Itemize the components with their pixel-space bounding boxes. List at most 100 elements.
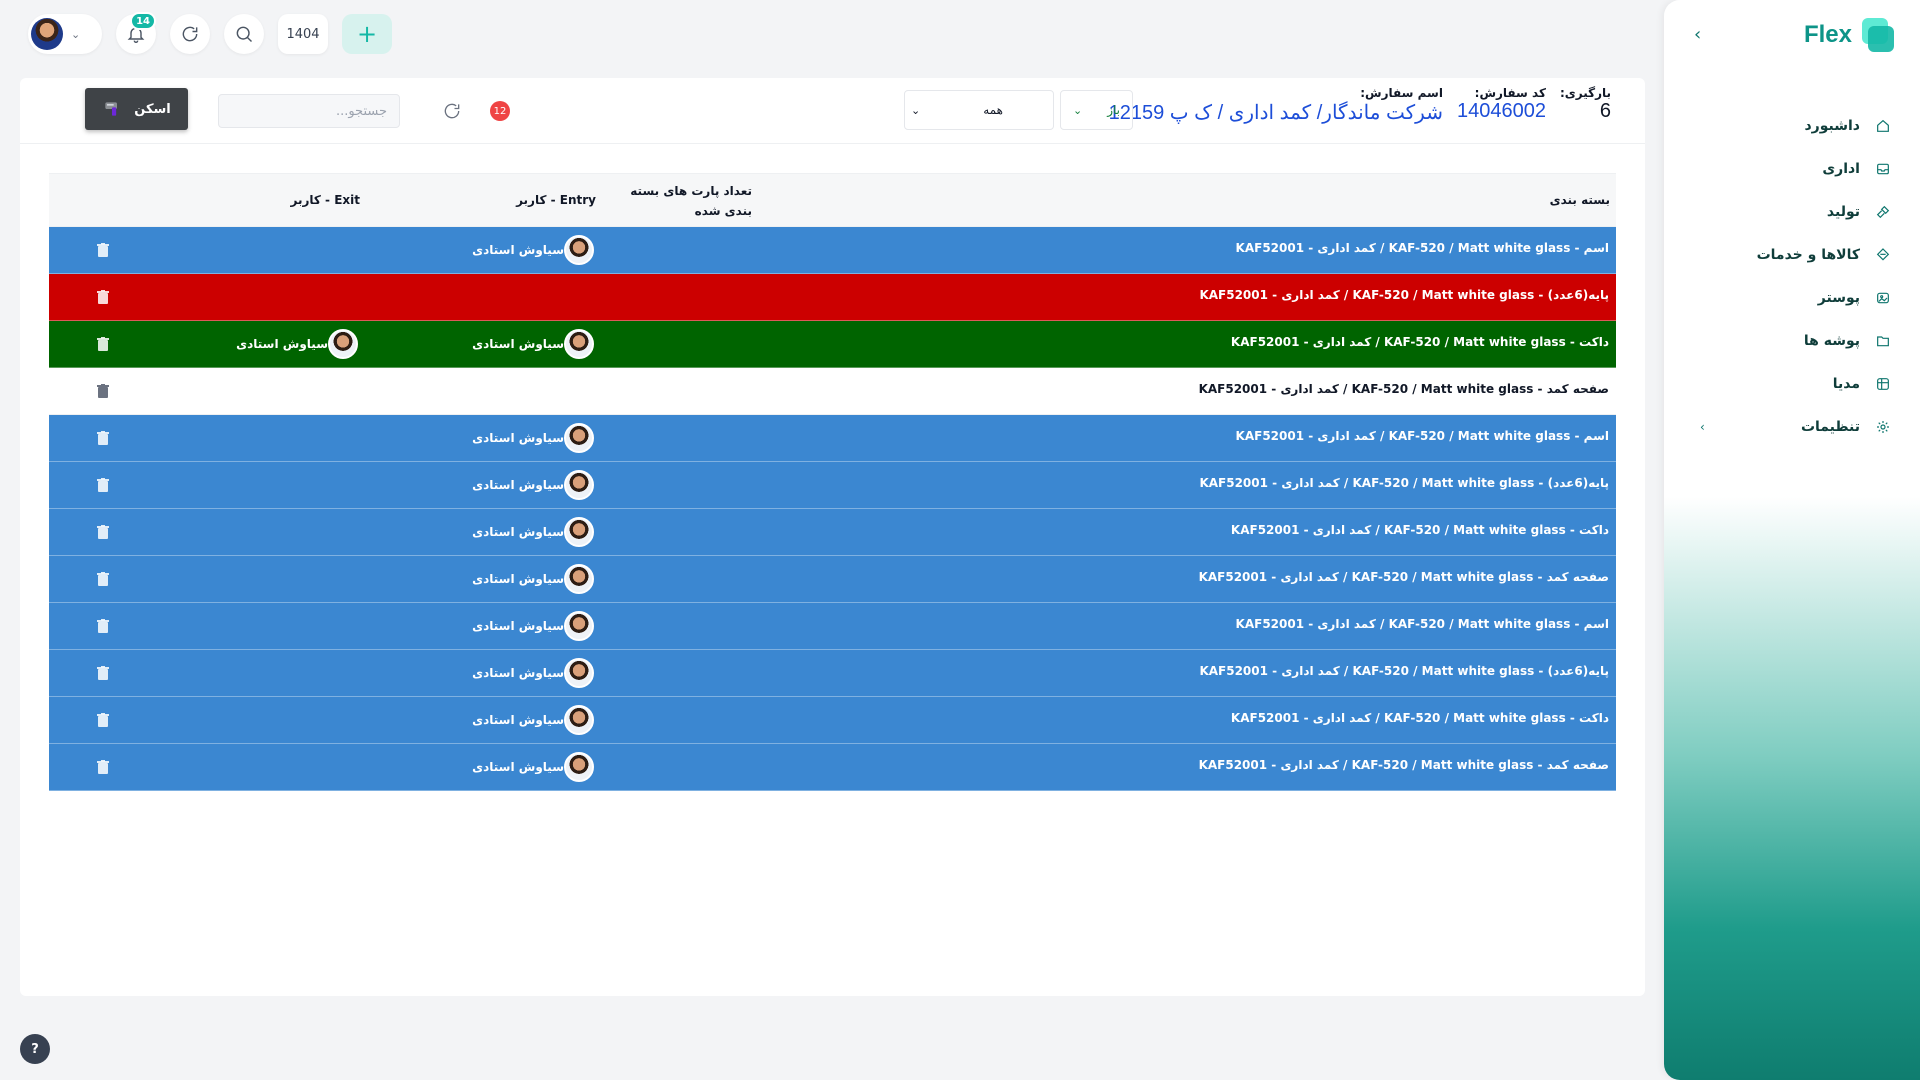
gear-icon bbox=[1874, 418, 1892, 436]
table-row[interactable]: KAF52001 - کمد اداری / KAF-520 / Matt wh… bbox=[49, 509, 1616, 556]
table-row[interactable]: KAF52001 - کمد اداری / KAF-520 / Matt wh… bbox=[49, 415, 1616, 462]
folder-icon bbox=[1874, 332, 1892, 350]
table-row[interactable]: KAF52001 - کمد اداری / KAF-520 / Matt wh… bbox=[49, 274, 1616, 321]
entry-user-name: سیاوش استادی bbox=[472, 619, 564, 633]
entry-user: سیاوش استادی bbox=[472, 329, 594, 359]
sidebar-item-4[interactable]: پوستر bbox=[1664, 276, 1920, 319]
table-row[interactable]: KAF52001 - کمد اداری / KAF-520 / Matt wh… bbox=[49, 556, 1616, 603]
media-icon bbox=[1874, 375, 1892, 393]
sidebar-item-1[interactable]: اداری bbox=[1664, 147, 1920, 190]
sidebar-item-7[interactable]: ‹ تنظیمات bbox=[1664, 405, 1920, 448]
search-button[interactable] bbox=[224, 14, 264, 54]
trash-icon[interactable] bbox=[97, 618, 111, 634]
load-label: بارگیری: bbox=[1559, 86, 1611, 100]
load-info: بارگیری: 6 bbox=[1560, 86, 1611, 123]
image-icon bbox=[1874, 289, 1892, 307]
status-select[interactable]: باز ⌄ bbox=[1060, 90, 1133, 130]
sidebar-item-5[interactable]: پوشه ها bbox=[1664, 319, 1920, 362]
column-header-entry[interactable]: Entry - کاربر bbox=[516, 193, 596, 207]
sidebar-collapse-chevron-icon[interactable]: ‹ bbox=[1694, 24, 1702, 45]
column-header-exit[interactable]: Exit - کاربر bbox=[290, 193, 361, 207]
trash-icon[interactable] bbox=[97, 524, 111, 540]
table-row[interactable]: KAF52001 - کمد اداری / KAF-520 / Matt wh… bbox=[49, 321, 1616, 368]
notifications-button[interactable]: 14 bbox=[116, 12, 156, 54]
help-button[interactable]: ? bbox=[20, 1034, 50, 1064]
trash-icon[interactable] bbox=[97, 430, 111, 446]
barcode-scanner-icon bbox=[105, 102, 118, 116]
brand[interactable]: Flex bbox=[1804, 18, 1894, 52]
package-name: KAF52001 - کمد اداری / KAF-520 / Matt wh… bbox=[1230, 335, 1609, 349]
trash-icon[interactable] bbox=[97, 242, 111, 258]
main-card: بارگیری: 6 کد سفارش: 14046002 اسم سفارش:… bbox=[20, 78, 1645, 996]
avatar bbox=[564, 752, 594, 782]
trash-icon[interactable] bbox=[97, 571, 111, 587]
package-name: KAF52001 - کمد اداری / KAF-520 / Matt wh… bbox=[1230, 523, 1609, 537]
trash-icon[interactable] bbox=[97, 665, 111, 681]
trash-icon[interactable] bbox=[97, 336, 111, 352]
table-row[interactable]: KAF52001 - کمد اداری / KAF-520 / Matt wh… bbox=[49, 650, 1616, 697]
add-button[interactable]: + bbox=[342, 14, 392, 54]
user-menu[interactable]: ⌄ bbox=[28, 14, 102, 54]
sidebar-item-label: اداری bbox=[1822, 160, 1860, 177]
avatar bbox=[564, 470, 594, 500]
trash-icon[interactable] bbox=[97, 383, 111, 399]
sidebar-item-label: کالاها و خدمات bbox=[1756, 246, 1860, 263]
exit-user-name: سیاوش استادی bbox=[236, 337, 328, 351]
year-selector[interactable]: 1404 bbox=[278, 14, 328, 54]
filter-select[interactable]: همه ⌄ bbox=[904, 90, 1054, 130]
order-name-value: شرکت ماندگار/ کمد اداری / ک پ 12159 bbox=[1108, 102, 1443, 124]
table-row[interactable]: KAF52001 - کمد اداری / KAF-520 / Matt wh… bbox=[49, 697, 1616, 744]
scan-button-label: اسکن bbox=[134, 101, 171, 117]
table-row[interactable]: KAF52001 - کمد اداری / KAF-520 / Matt wh… bbox=[49, 462, 1616, 509]
entry-user: سیاوش استادی bbox=[472, 423, 594, 453]
entry-user-name: سیاوش استادی bbox=[472, 525, 564, 539]
search-input[interactable] bbox=[218, 94, 400, 128]
entry-user-name: سیاوش استادی bbox=[472, 337, 564, 351]
package-name: KAF52001 - کمد اداری / KAF-520 / Matt wh… bbox=[1199, 664, 1609, 678]
entry-user: سیاوش استادی bbox=[472, 705, 594, 735]
entry-user: سیاوش استادی bbox=[472, 564, 594, 594]
trash-icon[interactable] bbox=[97, 759, 111, 775]
search-icon bbox=[236, 26, 253, 43]
entry-user-name: سیاوش استادی bbox=[472, 713, 564, 727]
trash-icon[interactable] bbox=[97, 477, 111, 493]
avatar bbox=[564, 329, 594, 359]
package-name: KAF52001 - کمد اداری / KAF-520 / Matt wh… bbox=[1230, 711, 1609, 725]
package-name: KAF52001 - کمد اداری / KAF-520 / Matt wh… bbox=[1198, 758, 1609, 772]
entry-user: سیاوش استادی bbox=[472, 517, 594, 547]
sidebar-item-6[interactable]: مدیا bbox=[1664, 362, 1920, 405]
column-header-package[interactable]: بسته بندی bbox=[1549, 193, 1610, 207]
packages-table: بسته بندی تعداد پارت های بسته بندی شده E… bbox=[49, 173, 1616, 791]
entry-user-name: سیاوش استادی bbox=[472, 572, 564, 586]
sidebar-item-3[interactable]: کالاها و خدمات bbox=[1664, 233, 1920, 276]
sidebar: Flex ‹ داشبورد اداری تولید کالاها و خدمات پو… bbox=[1664, 0, 1920, 1080]
trash-icon[interactable] bbox=[97, 712, 111, 728]
sidebar-item-label: تنظیمات bbox=[1800, 418, 1860, 435]
refresh-list-icon[interactable] bbox=[442, 101, 462, 121]
avatar bbox=[564, 658, 594, 688]
package-name: KAF52001 - کمد اداری / KAF-520 / Matt wh… bbox=[1199, 288, 1609, 302]
order-code-value: 14046002 bbox=[1456, 100, 1546, 122]
chevron-down-icon: ⌄ bbox=[71, 27, 81, 41]
sidebar-item-label: تولید bbox=[1826, 203, 1860, 220]
brand-logo-icon bbox=[1862, 18, 1894, 52]
table-row[interactable]: KAF52001 - کمد اداری / KAF-520 / Matt wh… bbox=[49, 603, 1616, 650]
table-row[interactable]: KAF52001 - کمد اداری / KAF-520 / Matt wh… bbox=[49, 744, 1616, 791]
table-row[interactable]: KAF52001 - کمد اداری / KAF-520 / Matt wh… bbox=[49, 368, 1616, 415]
table-row[interactable]: KAF52001 - کمد اداری / KAF-520 / Matt wh… bbox=[49, 227, 1616, 274]
sidebar-item-label: پوستر bbox=[1817, 289, 1860, 306]
trash-icon[interactable] bbox=[97, 289, 111, 305]
sidebar-item-2[interactable]: تولید bbox=[1664, 190, 1920, 233]
sidebar-item-0[interactable]: داشبورد bbox=[1664, 104, 1920, 147]
refresh-button[interactable] bbox=[170, 14, 210, 54]
status-select-value: باز bbox=[1107, 103, 1120, 117]
card-header: بارگیری: 6 کد سفارش: 14046002 اسم سفارش:… bbox=[20, 78, 1645, 144]
home-icon bbox=[1874, 117, 1892, 135]
entry-user-name: سیاوش استادی bbox=[472, 478, 564, 492]
order-code-label: کد سفارش: bbox=[1474, 86, 1546, 100]
entry-user-name: سیاوش استادی bbox=[472, 431, 564, 445]
sidebar-nav: داشبورد اداری تولید کالاها و خدمات پوستر پوشه… bbox=[1664, 104, 1920, 448]
column-header-count[interactable]: تعداد پارت های بسته بندی شده bbox=[630, 184, 752, 218]
scan-button[interactable]: اسکن bbox=[85, 88, 188, 130]
avatar bbox=[328, 329, 358, 359]
